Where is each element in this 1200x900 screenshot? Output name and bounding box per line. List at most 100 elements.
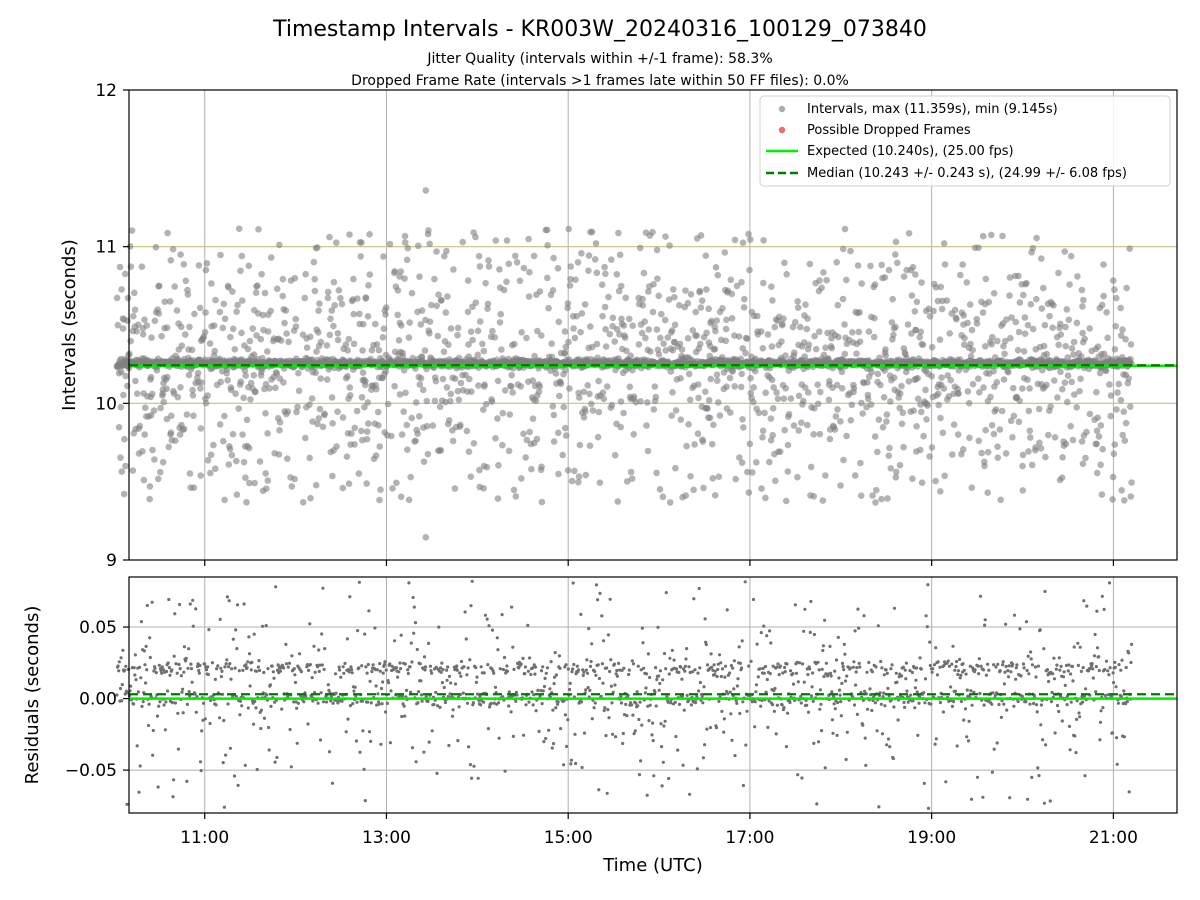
interval-point [440, 348, 448, 356]
residual-point [588, 688, 592, 693]
residual-point [343, 661, 347, 666]
interval-point [768, 343, 776, 350]
interval-point [714, 377, 721, 385]
interval-point [407, 473, 415, 481]
interval-point [1086, 410, 1094, 418]
residual-point [376, 692, 380, 696]
interval-point [637, 398, 644, 405]
interval-point [231, 346, 239, 353]
residual-point [717, 699, 721, 704]
interval-point [587, 323, 594, 330]
interval-point [216, 308, 224, 316]
interval-point [732, 475, 739, 483]
interval-point [959, 446, 967, 453]
interval-point [242, 372, 249, 380]
interval-point [572, 276, 579, 284]
interval-point [964, 388, 972, 395]
interval-point [887, 398, 894, 405]
interval-point [684, 299, 692, 307]
interval-point [1102, 367, 1110, 375]
interval-point [299, 499, 307, 506]
residual-point [227, 599, 231, 603]
residual-point [455, 668, 459, 672]
interval-point [330, 322, 337, 330]
interval-point [630, 431, 637, 438]
residual-point [498, 667, 502, 671]
residual-point [346, 717, 350, 721]
interval-point [723, 316, 730, 324]
residual-point [524, 703, 528, 707]
interval-point [372, 320, 379, 328]
interval-point [747, 236, 754, 243]
residual-point [442, 685, 446, 690]
interval-point [220, 300, 228, 308]
residual-point [658, 669, 663, 673]
intervals-y-axis-label: Intervals (seconds) [59, 239, 80, 411]
interval-point [857, 459, 864, 467]
residual-point [132, 702, 136, 706]
interval-point [870, 333, 878, 341]
interval-point [576, 441, 584, 449]
residual-point [166, 661, 170, 665]
interval-point [1019, 385, 1026, 392]
interval-point [264, 328, 272, 335]
interval-point [295, 387, 303, 395]
residual-point [360, 664, 364, 668]
interval-point [795, 392, 803, 400]
residual-point [512, 667, 516, 672]
residual-point [232, 774, 237, 778]
interval-point [722, 337, 730, 345]
interval-point [671, 321, 679, 329]
interval-point [739, 416, 746, 423]
interval-point [596, 479, 604, 487]
residual-point [238, 713, 242, 717]
interval-point [1122, 419, 1130, 427]
residual-point [356, 629, 360, 633]
interval-point [207, 469, 214, 477]
interval-point [468, 388, 475, 396]
interval-point [264, 348, 271, 355]
interval-point [1078, 286, 1086, 294]
interval-point [1040, 284, 1047, 292]
residual-point [597, 788, 601, 792]
interval-point [1009, 384, 1017, 392]
interval-point [225, 284, 232, 291]
residual-point [289, 765, 293, 769]
interval-point [867, 401, 875, 408]
interval-point [1045, 431, 1052, 439]
residual-point [627, 668, 631, 672]
interval-point [252, 289, 260, 297]
residual-point [563, 713, 568, 717]
intervals-x-ticks [204, 560, 1114, 566]
interval-point [608, 256, 615, 264]
interval-point [654, 275, 661, 283]
chart-subtitle-jitter: Jitter Quality (intervals within +/-1 fr… [426, 51, 772, 67]
residual-point [267, 748, 271, 752]
interval-point [282, 307, 290, 314]
interval-point [365, 282, 372, 289]
interval-point [1025, 407, 1033, 415]
interval-point [769, 405, 777, 412]
interval-point [262, 410, 269, 417]
residual-point [590, 717, 594, 721]
residual-point [705, 663, 710, 667]
residual-point [492, 671, 496, 675]
residual-point [208, 721, 212, 726]
residual-point [703, 617, 707, 621]
interval-point [601, 303, 609, 311]
residual-point [728, 671, 732, 675]
interval-point [835, 333, 842, 341]
interval-point [760, 279, 767, 287]
interval-point [999, 232, 1006, 240]
residual-point [630, 659, 634, 663]
interval-point [840, 456, 847, 464]
residual-point [267, 725, 271, 730]
interval-point [627, 468, 635, 476]
interval-point [834, 301, 842, 309]
residual-point [146, 723, 151, 728]
interval-point [580, 414, 588, 421]
interval-point [445, 417, 453, 424]
interval-point [694, 430, 702, 438]
residual-point [536, 688, 540, 693]
residual-point [505, 669, 510, 673]
